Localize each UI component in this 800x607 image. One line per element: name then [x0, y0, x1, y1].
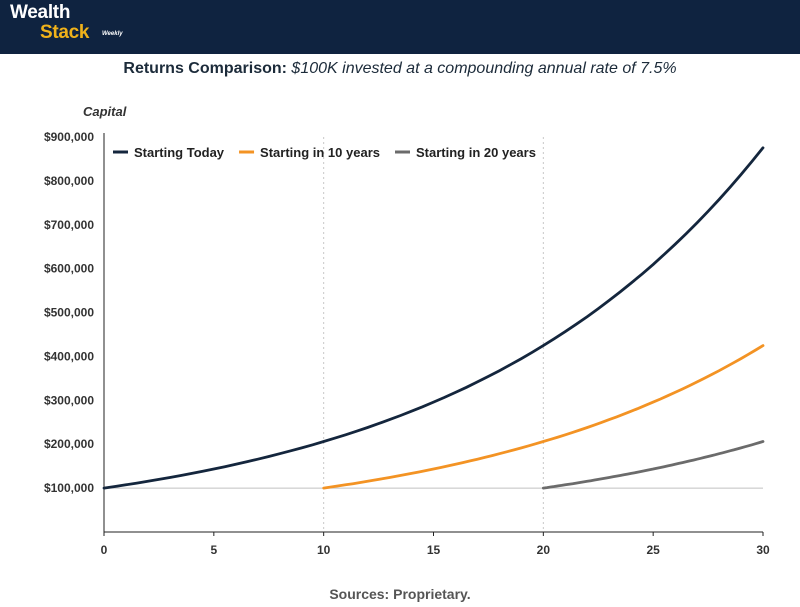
brand-subtitle: Weekly: [102, 31, 123, 37]
legend-label-1: Starting Today: [134, 145, 225, 160]
x-tick-label: 10: [317, 543, 331, 557]
y-axis-label: Capital: [83, 104, 127, 119]
chart-title: Returns Comparison: $100K invested at a …: [0, 60, 800, 78]
source-note: Sources: Proprietary.: [329, 586, 471, 602]
chart-title-bold: Returns Comparison:: [123, 60, 287, 77]
y-tick-label: $200,000: [44, 437, 94, 451]
y-tick-label: $900,000: [44, 130, 94, 144]
legend-label-2: Starting in 10 years: [260, 145, 380, 160]
x-tick-label: 0: [101, 543, 108, 557]
y-tick-label: $400,000: [44, 349, 94, 363]
y-tick-label: $700,000: [44, 218, 94, 232]
series-line-3: [541, 440, 765, 490]
y-tick-label: $600,000: [44, 262, 94, 276]
y-tick-label: $500,000: [44, 306, 94, 320]
x-tick-label: 15: [427, 543, 441, 557]
x-tick-label: 30: [756, 543, 770, 557]
series-line-2: [322, 344, 765, 490]
series-line-1: [102, 146, 765, 490]
brand-logo: Wealth Stack Weekly: [10, 2, 123, 43]
legend-label-3: Starting in 20 years: [416, 145, 536, 160]
y-tick-label: $300,000: [44, 393, 94, 407]
brand-name-line2: Stack: [40, 22, 90, 43]
chart-title-italic: $100K invested at a compounding annual r…: [291, 60, 677, 77]
x-tick-label: 25: [646, 543, 660, 557]
brand-name-line1: Wealth: [10, 2, 71, 23]
y-tick-label: $800,000: [44, 174, 94, 188]
x-tick-label: 5: [210, 543, 217, 557]
y-tick-label: $100,000: [44, 481, 94, 495]
header-bar: Wealth Stack Weekly: [0, 0, 800, 54]
x-tick-label: 20: [537, 543, 551, 557]
